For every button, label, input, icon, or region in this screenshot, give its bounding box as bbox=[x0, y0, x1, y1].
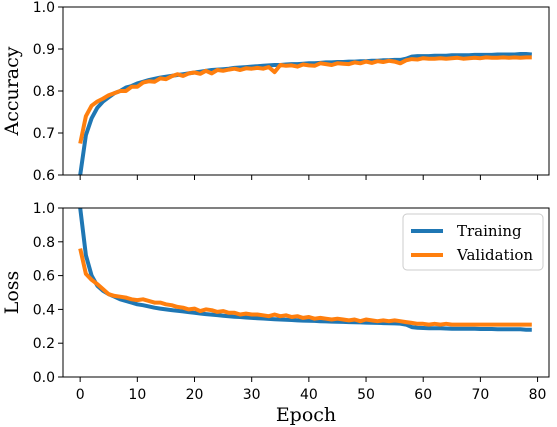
y-tick-label: 0.4 bbox=[33, 302, 55, 318]
series-line-training bbox=[78, 52, 532, 175]
chart-panel-1: 0.6 0.7 0.8 0.9 1.0 Accuracy bbox=[1, 0, 550, 184]
chart-panel-2: 0.0 0.2 0.4 0.6 0.8 1.0 0 10 20 30 40 50 60 70 80 Loss E… bbox=[1, 201, 550, 426]
y-tick-label: 0.6 bbox=[33, 168, 55, 184]
x-tick-label: 0 bbox=[76, 387, 85, 403]
y-tick-label: 0.0 bbox=[33, 370, 55, 386]
y-tick-label: 0.9 bbox=[33, 42, 55, 58]
x-tick-label: 20 bbox=[186, 387, 204, 403]
x-tick-label: 10 bbox=[128, 387, 146, 403]
y-tick-label: 0.8 bbox=[33, 235, 55, 251]
y-tick-label: 0.8 bbox=[33, 84, 55, 100]
legend: Training Validation bbox=[402, 213, 544, 271]
x-tick-label: 50 bbox=[357, 387, 375, 403]
y-tick-label: 0.7 bbox=[33, 126, 55, 142]
x-tick-label: 60 bbox=[414, 387, 432, 403]
axes-frame bbox=[62, 6, 550, 176]
y-axis-label: Loss bbox=[1, 271, 23, 315]
legend-label-validation: Validation bbox=[456, 246, 533, 264]
axes-frame bbox=[62, 207, 550, 378]
y-tick-label: 1.0 bbox=[33, 0, 55, 16]
y-tick-label: 0.2 bbox=[33, 336, 55, 352]
x-tick-label: 30 bbox=[243, 387, 261, 403]
x-tick-label: 80 bbox=[529, 387, 547, 403]
x-tick-label: 70 bbox=[471, 387, 489, 403]
y-tick-label: 0.6 bbox=[33, 269, 55, 285]
legend-label-training: Training bbox=[457, 222, 522, 240]
x-tick-label: 40 bbox=[300, 387, 318, 403]
series-line-training bbox=[78, 208, 532, 332]
y-tick-label: 1.0 bbox=[33, 201, 55, 217]
series-line-validation bbox=[78, 248, 532, 327]
x-axis-label: Epoch bbox=[276, 404, 336, 426]
series-line-validation bbox=[78, 55, 532, 144]
y-axis-label: Accuracy bbox=[1, 46, 23, 136]
